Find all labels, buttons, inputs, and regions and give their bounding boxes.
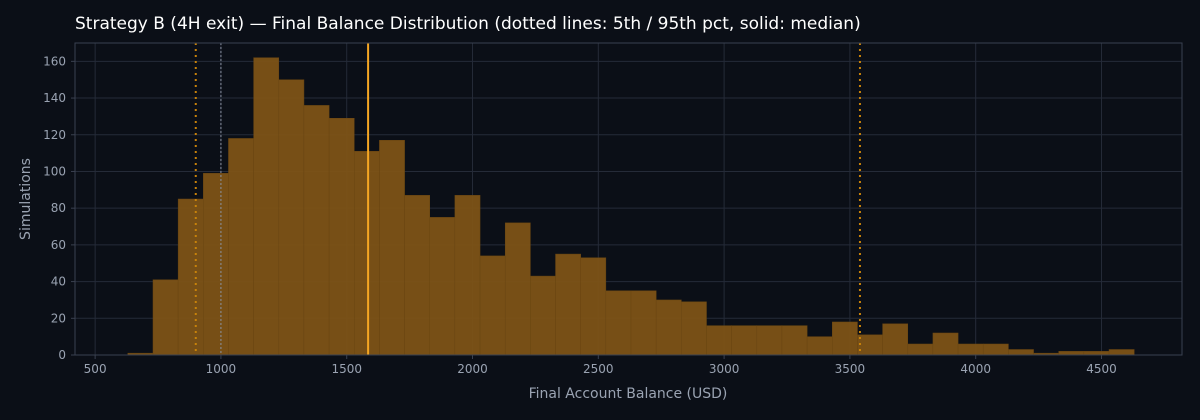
- x-tick-label: 500: [84, 362, 107, 376]
- x-tick-label: 4000: [960, 362, 991, 376]
- y-axis-ticks: 0 20 40 60 80 100 120 140 160: [43, 54, 75, 362]
- histogram-bar: [479, 255, 506, 356]
- y-tick-label: 40: [51, 275, 66, 289]
- histogram-bar: [177, 198, 204, 356]
- chart-title: Strategy B (4H exit) — Final Balance Dis…: [75, 14, 861, 34]
- histogram-bar: [907, 343, 934, 356]
- x-tick-label: 2000: [457, 362, 488, 376]
- histogram-bar: [429, 217, 456, 356]
- histogram-bar: [1008, 349, 1034, 356]
- x-tick-label: 1000: [206, 362, 237, 376]
- y-axis-label: Simulations: [18, 158, 34, 240]
- histogram-bar: [932, 332, 959, 356]
- x-tick-label: 4500: [1086, 362, 1117, 376]
- histogram-bar: [882, 323, 909, 356]
- y-tick-label: 160: [43, 54, 66, 68]
- histogram-bar: [781, 325, 808, 356]
- x-axis-ticks: 500 1000 1500 2000 2500 3000 3500 4000 4500: [84, 355, 1117, 376]
- x-tick-label: 3500: [835, 362, 866, 376]
- histogram-bar: [454, 195, 481, 356]
- plot-border: [74, 42, 1183, 356]
- y-tick-label: 60: [51, 238, 66, 252]
- histogram-bar: [630, 290, 657, 356]
- y-tick-label: 100: [43, 164, 66, 178]
- histogram-bar: [354, 151, 380, 356]
- y-tick-label: 0: [58, 348, 66, 362]
- y-tick-label: 80: [51, 201, 66, 215]
- y-tick-label: 120: [43, 128, 66, 142]
- histogram-bar: [957, 343, 984, 356]
- histogram-bars: [127, 57, 1135, 356]
- histogram-bar: [832, 321, 858, 356]
- histogram-bar: [404, 195, 430, 356]
- histogram-bar: [278, 79, 305, 356]
- histogram-bar: [303, 105, 330, 356]
- histogram-bar: [731, 325, 758, 356]
- histogram-bar: [857, 334, 883, 356]
- reference-lines: [194, 43, 861, 355]
- histogram-bar: [203, 173, 229, 356]
- histogram-bar: [328, 117, 355, 356]
- histogram-bar: [1108, 349, 1135, 356]
- histogram-bar: [530, 275, 556, 356]
- x-tick-label: 1500: [331, 362, 362, 376]
- histogram-bar: [504, 222, 531, 356]
- histogram-bar: [605, 290, 632, 356]
- histogram-bar: [982, 343, 1009, 356]
- histogram-bar: [655, 299, 682, 356]
- x-tick-label: 2500: [583, 362, 614, 376]
- histogram-bar: [706, 325, 732, 356]
- histogram-bar: [806, 336, 833, 356]
- histogram-bar: [1058, 351, 1085, 356]
- histogram-bar: [756, 325, 783, 356]
- histogram-bar: [1083, 351, 1110, 356]
- y-tick-label: 20: [51, 311, 66, 325]
- histogram-bar: [253, 57, 280, 356]
- histogram-bar: [228, 138, 254, 356]
- x-axis-label: Final Account Balance (USD): [529, 386, 728, 402]
- histogram-bar: [379, 140, 405, 356]
- x-tick-label: 3000: [709, 362, 740, 376]
- histogram-bar: [152, 279, 179, 356]
- y-tick-label: 140: [43, 91, 66, 105]
- histogram-bar: [681, 301, 707, 356]
- histogram-bar: [555, 253, 581, 356]
- histogram-bar: [580, 257, 607, 356]
